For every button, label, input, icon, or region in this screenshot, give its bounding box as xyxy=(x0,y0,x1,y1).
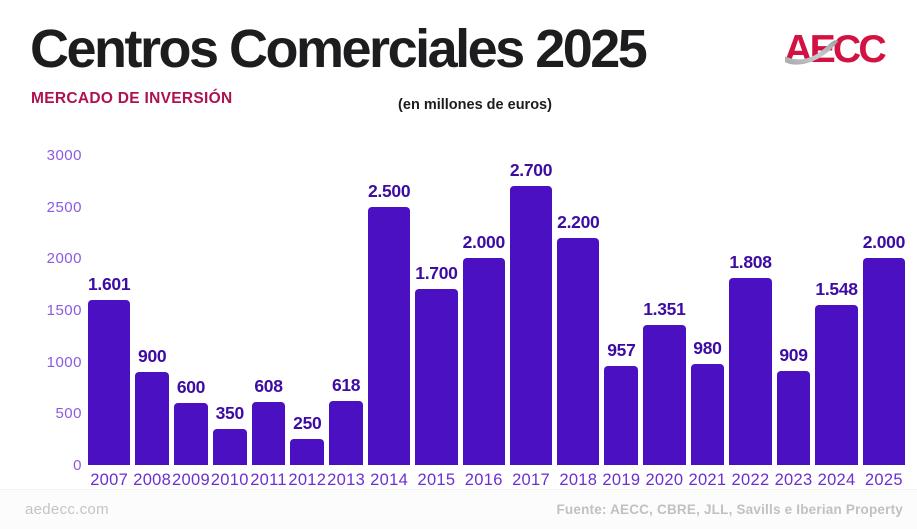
bar-chart-plot-area: 1.601 2007 900 2008 600 2009 350 2010 608 2011 250… xyxy=(88,155,906,489)
bar-value-label: 618 xyxy=(331,375,361,396)
bar-group-2025: 2.000 2025 xyxy=(862,155,906,489)
footer-bar: aedecc.com Fuente: AECC, CBRE, JLL, Savi… xyxy=(0,489,917,529)
chart-subtitle: MERCADO DE INVERSIÓN xyxy=(31,90,233,107)
bar-value-label: 1.548 xyxy=(815,279,858,300)
x-tick-label-2023: 2023 xyxy=(774,471,813,489)
website-link[interactable]: aedecc.com xyxy=(25,501,109,518)
x-tick-label-2007: 2007 xyxy=(90,471,129,489)
page-title: Centros Comerciales 2025 xyxy=(30,19,648,79)
bar-group-2017: 2.700 2017 xyxy=(509,155,553,489)
bar-value-label: 2.200 xyxy=(557,211,600,232)
bar-group-2020: 1.351 2020 xyxy=(643,155,686,489)
bar-group-2015: 1.700 2015 xyxy=(415,155,458,489)
x-tick-label-2017: 2017 xyxy=(512,471,550,489)
x-tick-label-2024: 2024 xyxy=(817,471,856,489)
aecc-logo-text: AECC xyxy=(785,28,886,71)
x-tick-label-2019: 2019 xyxy=(602,471,641,489)
bar-2019 xyxy=(604,366,639,465)
bar-2015 xyxy=(415,289,458,465)
bar-2024 xyxy=(815,305,858,465)
x-tick-label-2014: 2014 xyxy=(370,471,409,489)
bar-2022 xyxy=(729,278,772,465)
units-label: (en millones de euros) xyxy=(398,97,552,113)
bar-2011 xyxy=(251,402,286,465)
y-tick-label-2500: 2500 xyxy=(46,198,82,216)
bar-value-label: 600 xyxy=(176,377,206,397)
bar-value-label: 1.601 xyxy=(88,273,131,294)
bar-2009 xyxy=(174,403,208,465)
bar-2010 xyxy=(212,428,247,465)
bar-group-2014: 2.500 2014 xyxy=(367,155,411,489)
bar-value-label: 957 xyxy=(607,340,636,361)
x-tick-label-2022: 2022 xyxy=(731,471,770,489)
bar-group-2021: 980 2021 xyxy=(688,155,726,489)
y-tick-label-2000: 2000 xyxy=(46,250,82,268)
bar-value-label: 350 xyxy=(215,402,245,423)
bar-value-label: 980 xyxy=(693,337,722,358)
source-text: Fuente: AECC, CBRE, JLL, Savills e Iberi… xyxy=(556,502,903,517)
bar-group-2019: 957 2019 xyxy=(602,155,640,489)
x-tick-label-2016: 2016 xyxy=(464,471,503,489)
x-tick-label-2025: 2025 xyxy=(864,471,903,489)
bar-group-2024: 1.548 2024 xyxy=(815,155,858,489)
x-tick-label-2015: 2015 xyxy=(417,471,456,489)
bar-group-2012: 250 2012 xyxy=(288,155,326,489)
x-tick-label-2012: 2012 xyxy=(288,471,327,489)
x-tick-label-2020: 2020 xyxy=(645,471,684,489)
aecc-logo-graphic: AECC xyxy=(783,28,889,71)
y-axis: 0 500 1000 1500 2000 2500 3000 xyxy=(0,147,82,474)
bar-group-2023: 909 2023 xyxy=(775,155,813,489)
y-tick-label-500: 500 xyxy=(55,405,82,423)
bar-value-label: 608 xyxy=(254,376,283,397)
bar-value-label: 900 xyxy=(138,346,167,366)
aecc-logo: AECC xyxy=(783,22,897,72)
bar-2008 xyxy=(135,372,170,465)
y-tick-label-3000: 3000 xyxy=(46,147,82,164)
bar-value-label: 2.000 xyxy=(862,232,906,253)
bar-2013 xyxy=(329,401,363,465)
bar-value-label: 1.351 xyxy=(643,299,686,320)
bar-2020 xyxy=(643,325,686,465)
bar-2018 xyxy=(557,237,600,465)
aecc-logo-swoosh xyxy=(783,40,839,65)
bar-value-label: 1.700 xyxy=(415,263,458,284)
bar-2012 xyxy=(290,439,325,465)
bar-group-2008: 900 2008 xyxy=(133,155,171,489)
bar-value-label: 1.808 xyxy=(729,252,772,273)
x-tick-label-2021: 2021 xyxy=(688,471,727,489)
bar-2023 xyxy=(776,371,811,465)
bar-2007 xyxy=(88,299,131,465)
x-tick-label-2018: 2018 xyxy=(559,471,598,489)
x-tick-label-2008: 2008 xyxy=(133,471,172,489)
bar-value-label: 2.500 xyxy=(367,180,411,201)
x-tick-label-2009: 2009 xyxy=(172,471,210,489)
x-tick-label-2010: 2010 xyxy=(210,471,249,489)
bar-value-label: 909 xyxy=(779,345,808,366)
bar-group-2009: 600 2009 xyxy=(172,155,210,489)
bar-group-2013: 618 2013 xyxy=(327,155,365,489)
bar-value-label: 2.000 xyxy=(462,232,506,253)
bar-group-2011: 608 2011 xyxy=(250,155,286,489)
bar-group-2010: 350 2010 xyxy=(211,155,249,489)
x-tick-label-2011: 2011 xyxy=(250,471,287,489)
bar-group-2018: 2.200 2018 xyxy=(557,155,600,489)
bar-2017 xyxy=(509,186,553,465)
bar-value-label: 250 xyxy=(293,413,322,434)
x-tick-label-2013: 2013 xyxy=(327,471,366,489)
bar-group-2022: 1.808 2022 xyxy=(729,155,772,489)
bar-2014 xyxy=(367,206,411,465)
bar-value-label: 2.700 xyxy=(509,160,553,180)
bar-group-2016: 2.000 2016 xyxy=(462,155,506,489)
y-tick-label-0: 0 xyxy=(73,457,82,474)
bar-2025 xyxy=(862,258,905,465)
bar-2016 xyxy=(462,258,505,465)
y-tick-label-1000: 1000 xyxy=(46,353,82,371)
bar-group-2007: 1.601 2007 xyxy=(88,155,131,489)
y-tick-label-1500: 1500 xyxy=(46,302,82,319)
bar-2021 xyxy=(690,363,725,465)
